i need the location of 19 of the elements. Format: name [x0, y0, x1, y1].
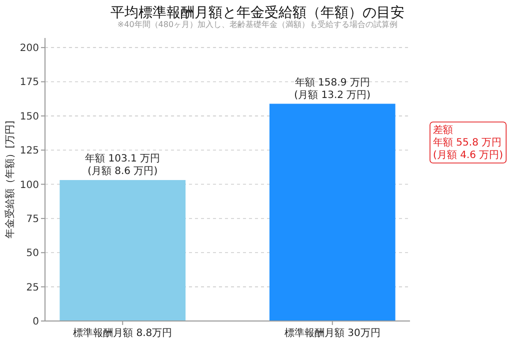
chart-title: 平均標準報酬月額と年金受給額（年額）の目安	[110, 5, 404, 21]
y-tick-label: 75	[26, 214, 39, 225]
y-axis-title: 年金受給額（年額）[万円]	[4, 120, 16, 238]
y-tick-label: 200	[20, 43, 39, 54]
y-tick-label: 25	[26, 282, 39, 294]
data-label: 年額 158.9 万円 (月額 13.2 万円)	[294, 76, 371, 101]
x-tick-label: 標準報酬月額 8.8万円	[73, 327, 172, 339]
y-tick-label: 100	[20, 180, 39, 191]
text: 年額 55.8 万円	[433, 136, 502, 148]
x-tick-label: 標準報酬月額 30万円	[284, 327, 380, 339]
y-tick-label: 125	[20, 146, 39, 157]
chart-subtitle: ※40年間（480ヶ月）加入し、老齢基礎年金（満額）も受給する場合の試算例	[117, 20, 398, 29]
text: (月額 4.6 万円)	[433, 149, 504, 161]
text: 差額	[433, 124, 453, 136]
y-tick-label: 175	[20, 77, 39, 88]
y-tick-label: 50	[26, 248, 39, 260]
y-tick-label: 0	[32, 316, 39, 328]
data-label: 年額 103.1 万円 (月額 8.6 万円)	[85, 152, 160, 178]
y-tick-label: 150	[20, 111, 39, 122]
